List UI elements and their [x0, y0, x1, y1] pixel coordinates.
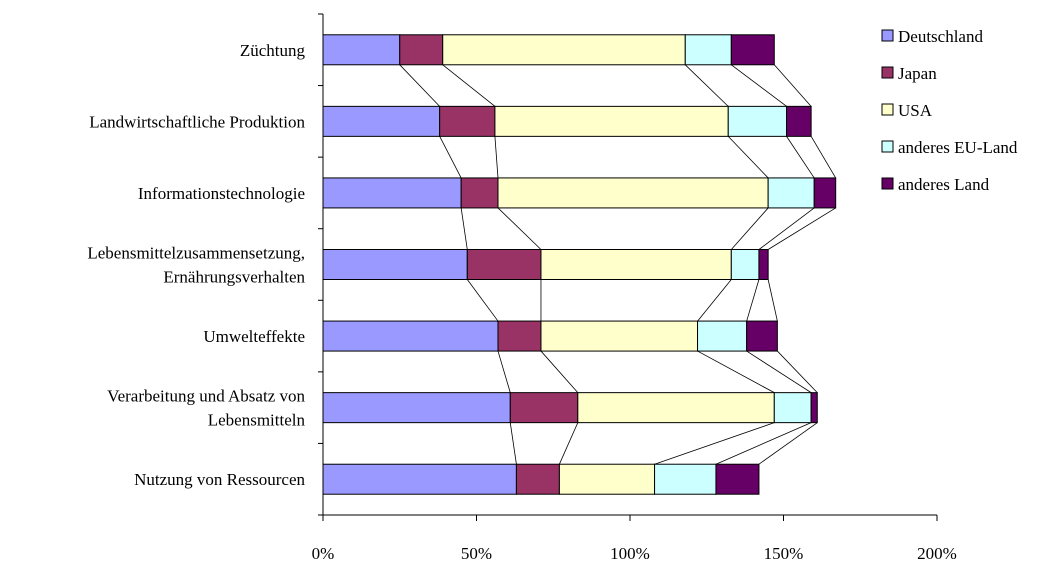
series-line-5-2	[540, 350, 579, 393]
category-label: Ernährungsverhalten	[163, 268, 305, 287]
bar-4-anderes-land	[758, 249, 769, 280]
series-line-6-5	[758, 422, 818, 465]
series-line-6-2	[559, 422, 579, 465]
x-tick-label: 0%	[312, 544, 335, 563]
axes-group	[318, 13, 938, 521]
bar-7-anderes-land	[715, 463, 760, 495]
bar-2-japan	[439, 105, 496, 137]
bar-3-anderes-eu-land	[767, 177, 815, 209]
series-line-3-1	[460, 207, 468, 250]
series-line-1-2	[442, 64, 496, 107]
category-label: Umwelteffekte	[203, 327, 305, 346]
series-line-1-4	[731, 64, 787, 107]
legend-label: anderes Land	[898, 175, 990, 194]
bar-1-anderes-land	[730, 34, 775, 66]
x-tick-labels: 0% 50% 100% 150% 200%	[312, 544, 957, 563]
bar-2-anderes-eu-land	[727, 105, 788, 137]
bar-4-anderes-eu-land	[730, 249, 760, 280]
bar-7-japan	[515, 463, 560, 495]
series-connector-lines	[399, 64, 837, 465]
legend-label: USA	[898, 101, 933, 120]
series-line-6-3	[654, 422, 775, 465]
series-line-2-3	[727, 136, 769, 179]
series-line-5-5	[777, 350, 818, 393]
series-line-1-3	[684, 64, 729, 107]
legend-swatch	[881, 103, 894, 116]
legend-swatch	[881, 29, 894, 42]
bar-5-deutschland	[322, 320, 499, 352]
bar-6-deutschland	[322, 392, 511, 424]
bar-4-deutschland	[322, 249, 468, 280]
bar-1-usa	[442, 34, 686, 66]
bar-6-anderes-eu-land	[773, 392, 812, 424]
bar-7-anderes-eu-land	[654, 463, 717, 495]
series-line-4-3	[697, 279, 732, 322]
bar-6-usa	[577, 392, 775, 424]
legend-label: Deutschland	[898, 27, 983, 46]
bar-2-usa	[494, 105, 729, 137]
bars-group	[322, 34, 837, 495]
bar-1-anderes-eu-land	[684, 34, 732, 66]
series-line-3-5	[767, 207, 836, 250]
bar-5-anderes-land	[746, 320, 778, 352]
bar-5-japan	[497, 320, 542, 352]
legend-swatch	[881, 66, 894, 79]
series-line-5-3	[697, 350, 775, 393]
x-tick-label: 200%	[917, 544, 957, 563]
category-label: Nutzung von Ressourcen	[134, 470, 305, 489]
series-line-3-4	[758, 207, 815, 250]
bar-3-usa	[497, 177, 769, 209]
bar-6-anderes-land	[810, 392, 818, 424]
x-tick-label: 50%	[461, 544, 492, 563]
bar-5-anderes-eu-land	[697, 320, 748, 352]
bar-4-japan	[466, 249, 542, 280]
series-line-5-4	[746, 350, 812, 393]
series-line-1-1	[399, 64, 440, 107]
series-line-5-1	[497, 350, 511, 393]
bar-2-deutschland	[322, 105, 441, 137]
legend-label: anderes EU-Land	[898, 138, 1018, 157]
series-line-3-3	[731, 207, 769, 250]
x-tick-label: 100%	[610, 544, 650, 563]
bar-3-japan	[460, 177, 499, 209]
bar-2-anderes-land	[786, 105, 812, 137]
category-label: Verarbeitung und Absatz von	[107, 387, 305, 406]
series-line-6-4	[715, 422, 812, 465]
legend-label: Japan	[898, 64, 937, 83]
series-line-6-1	[509, 422, 517, 465]
bar-1-deutschland	[322, 34, 401, 66]
bar-5-usa	[540, 320, 699, 352]
category-label: Landwirtschaftliche Produktion	[89, 112, 305, 131]
legend: Deutschland Japan USA anderes EU-Land andere…	[881, 27, 1018, 194]
legend-swatch	[881, 177, 894, 190]
series-line-2-1	[439, 136, 462, 179]
series-line-1-5	[773, 64, 812, 107]
category-label: Lebensmittelzusammensetzung,	[87, 244, 305, 263]
legend-swatch	[881, 140, 894, 153]
bar-4-usa	[540, 249, 732, 280]
category-label: Lebensmitteln	[208, 411, 306, 430]
bar-3-anderes-land	[813, 177, 837, 209]
series-line-3-2	[497, 207, 542, 250]
bar-7-usa	[558, 463, 656, 495]
x-tick-label: 150%	[764, 544, 804, 563]
category-label: Informationstechnologie	[138, 184, 305, 203]
bar-3-deutschland	[322, 177, 462, 209]
series-line-4-1	[466, 279, 499, 322]
series-line-4-4	[746, 279, 760, 322]
bar-6-japan	[509, 392, 579, 424]
category-label: Züchtung	[240, 41, 306, 60]
series-line-4-5	[767, 279, 778, 322]
series-line-2-2	[494, 136, 499, 178]
bar-1-japan	[399, 34, 444, 66]
series-line-2-4	[786, 136, 815, 179]
category-labels: Züchtung Landwirtschaftliche Produktion In…	[87, 41, 305, 489]
bar-7-deutschland	[322, 463, 517, 495]
series-line-2-5	[810, 136, 837, 179]
